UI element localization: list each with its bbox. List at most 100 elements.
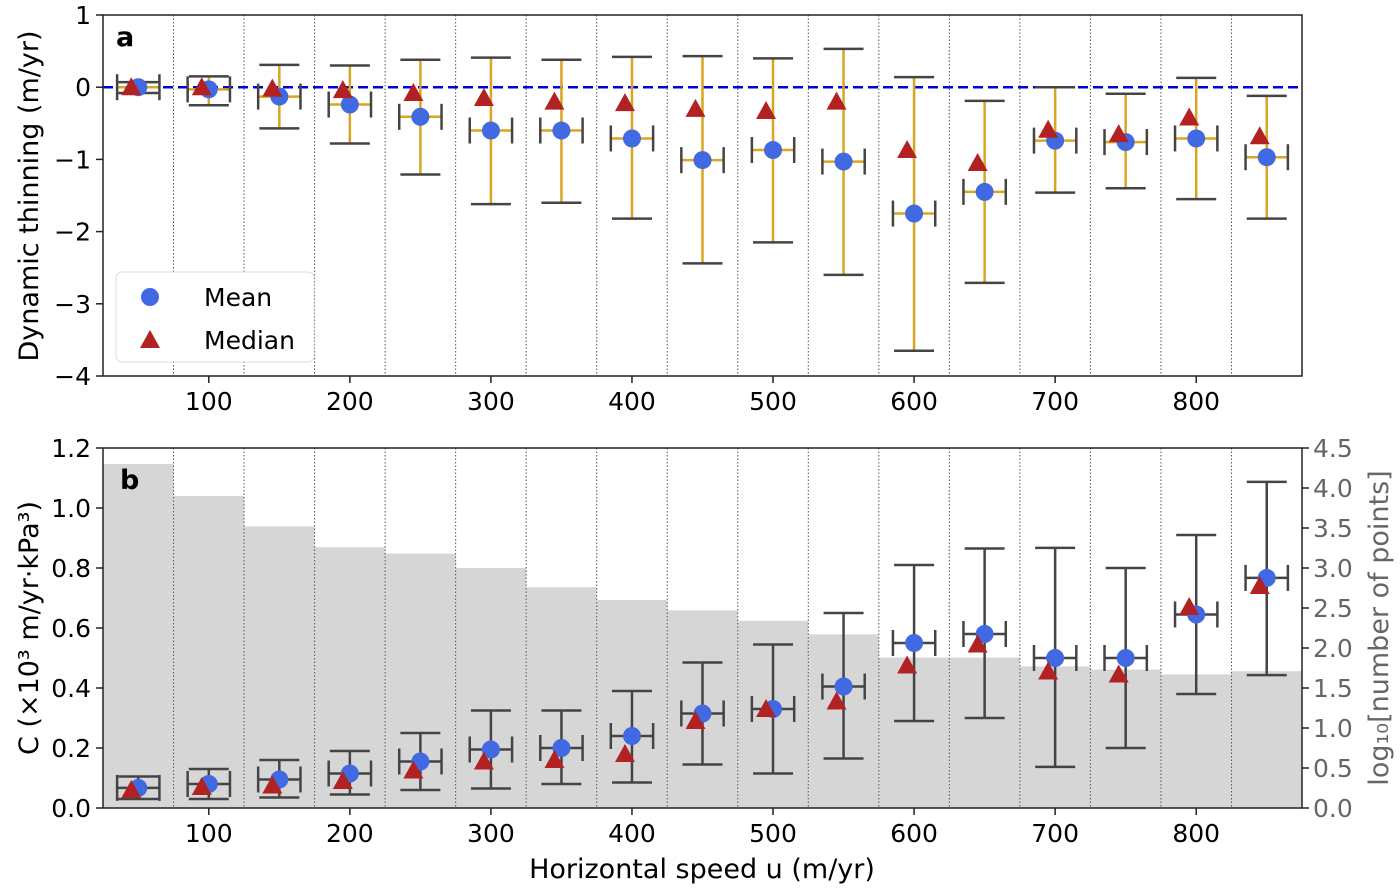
median-point xyxy=(1179,597,1200,615)
median-point xyxy=(1108,664,1129,683)
mean-point xyxy=(552,739,571,757)
mean-point xyxy=(622,727,641,745)
mean-point xyxy=(975,182,994,201)
count-bar xyxy=(1231,671,1302,808)
panel-b: 0.0 0.5 1.0 1.5 2.0 2.5 3.0 3.5 4.0 4.5 0.0 0.2 0.4 0… xyxy=(51,434,1353,848)
median-point xyxy=(332,771,353,789)
x-tick-label: 300 xyxy=(467,819,515,848)
x-tick-label: 700 xyxy=(1031,387,1079,416)
median-point xyxy=(262,78,283,97)
median-point xyxy=(967,634,988,653)
median-point xyxy=(121,77,142,96)
plot-frame xyxy=(102,14,1303,377)
median-point xyxy=(1179,107,1200,126)
mean-point xyxy=(905,634,924,652)
mean-point xyxy=(340,95,359,114)
median-point xyxy=(544,91,565,110)
mean-point xyxy=(481,121,500,140)
mean-point xyxy=(1046,649,1065,667)
median-point xyxy=(332,80,353,99)
panel-b-label: b xyxy=(120,465,139,496)
right-tick-label: 2.0 xyxy=(1313,634,1353,663)
mean-point xyxy=(481,740,500,759)
median-point xyxy=(473,751,494,770)
x-tick-label: 300 xyxy=(467,387,515,416)
x-tick-label: 700 xyxy=(1031,819,1079,848)
x-tick-label: 500 xyxy=(749,387,797,416)
median-point xyxy=(121,780,142,798)
right-tick-label: 4.0 xyxy=(1313,474,1353,503)
median-point xyxy=(826,691,847,710)
y-tick-label: 0.0 xyxy=(51,794,91,823)
median-point xyxy=(897,655,918,674)
median-point xyxy=(614,744,635,762)
median-point xyxy=(403,82,424,101)
y-tick-label: 1.0 xyxy=(51,494,91,523)
right-tick-label: 4.5 xyxy=(1313,434,1353,463)
median-point xyxy=(967,153,988,172)
right-tick-label: 0.0 xyxy=(1313,794,1353,823)
y-tick-label: −2 xyxy=(54,218,91,247)
y-tick-label: 0 xyxy=(75,73,91,102)
y-tick-label: −4 xyxy=(54,362,91,391)
right-tick-label: 1.0 xyxy=(1313,714,1353,743)
mean-point xyxy=(552,121,571,140)
legend-median-marker xyxy=(140,330,160,348)
median-point xyxy=(1249,576,1270,594)
x-tick-label: 100 xyxy=(185,387,233,416)
x-tick-label: 600 xyxy=(890,819,938,848)
x-tick-label: 100 xyxy=(185,819,233,848)
mean-point xyxy=(1116,649,1135,667)
right-tick-label: 1.5 xyxy=(1313,674,1353,703)
mean-point xyxy=(834,677,853,696)
y-axis-label-a: Dynamic thinning (m/yr) xyxy=(14,31,45,362)
y-tick-label: 1 xyxy=(75,1,91,30)
y-axis-label-right: log₁₀[number of points] xyxy=(1364,470,1395,785)
legend-mean-marker xyxy=(141,288,159,306)
right-tick-label: 0.5 xyxy=(1313,754,1353,783)
right-tick-label: 3.5 xyxy=(1313,514,1353,543)
y-tick-label: −3 xyxy=(54,290,91,319)
mean-point xyxy=(1187,129,1206,148)
panel-a-label: a xyxy=(116,22,134,53)
panel-a: 1 0 −1 −2 −3 −4 100 200 300 400 500 600 700 800 xyxy=(54,1,1303,416)
x-axis-label: Horizontal speed u (m/yr) xyxy=(529,854,875,885)
median-point xyxy=(756,699,777,717)
y-tick-label: 0.4 xyxy=(51,674,91,703)
median-point xyxy=(685,98,706,117)
count-bar xyxy=(1160,674,1232,808)
median-point xyxy=(1249,126,1270,145)
median-point xyxy=(262,775,283,794)
x-tick-label: 500 xyxy=(749,819,797,848)
y-tick-label: 0.6 xyxy=(51,614,91,643)
mean-point xyxy=(834,152,853,171)
median-point xyxy=(473,88,494,107)
y-axis-label-b: C (×10³ m/yr·kPa³) xyxy=(14,501,45,755)
mean-point xyxy=(905,204,924,223)
median-point xyxy=(1038,119,1059,138)
median-point xyxy=(685,711,706,729)
legend-mean-label: Mean xyxy=(204,283,272,312)
count-bar xyxy=(103,464,174,808)
x-tick-label: 200 xyxy=(326,819,374,848)
x-tick-label: 800 xyxy=(1172,387,1220,416)
y-tick-label: 1.2 xyxy=(51,434,91,463)
y-tick-label: 0.8 xyxy=(51,554,91,583)
median-point xyxy=(826,91,847,110)
legend-median-label: Median xyxy=(204,326,295,355)
median-point xyxy=(897,140,918,159)
right-tick-label: 3.0 xyxy=(1313,554,1353,583)
x-tick-label: 800 xyxy=(1172,819,1220,848)
y-tick-label: −1 xyxy=(54,145,91,174)
right-tick-label: 2.5 xyxy=(1313,594,1353,623)
median-point xyxy=(614,93,635,112)
mean-point xyxy=(622,129,641,148)
count-bar xyxy=(173,496,245,808)
median-point xyxy=(756,101,777,120)
legend: Mean Median xyxy=(115,271,315,363)
mean-point xyxy=(975,625,994,643)
median-point xyxy=(1108,124,1129,143)
y-tick-label: 0.2 xyxy=(51,734,91,763)
median-point xyxy=(544,750,565,768)
